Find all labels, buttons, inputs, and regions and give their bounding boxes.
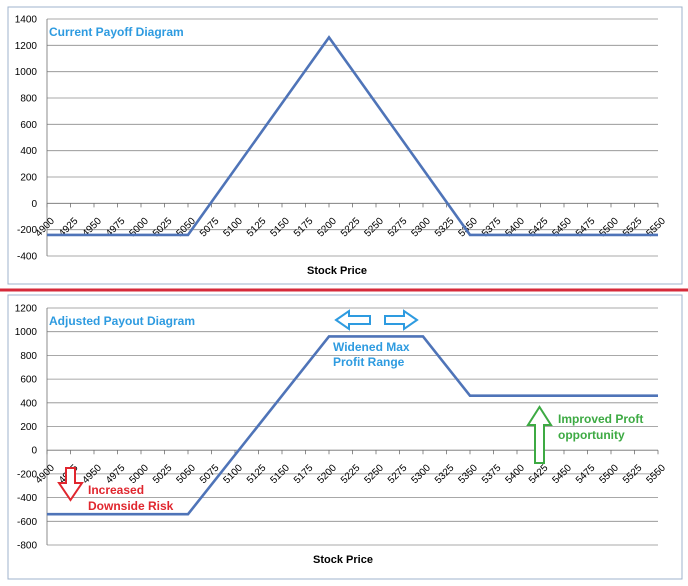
improved-profit-label-line1: Improved Proft [558, 412, 643, 426]
y-tick-label: 600 [20, 120, 37, 131]
y-tick-label: -200 [17, 225, 37, 236]
chart-2-title: Adjusted Payout Diagram [49, 314, 195, 328]
down-arrow-icon [57, 467, 84, 502]
widened-range-arrows [334, 309, 419, 331]
y-tick-label: -600 [17, 517, 37, 528]
up-arrow-icon [526, 405, 553, 464]
y-tick-label: 1000 [15, 327, 38, 338]
y-tick-label: 200 [20, 173, 37, 184]
y-tick-label: -400 [17, 252, 37, 263]
payoff-line [47, 335, 658, 516]
right-arrow-icon [384, 309, 419, 331]
improved-profit-label-line2: opportunity [558, 428, 625, 442]
y-tick-label: 800 [20, 351, 37, 362]
y-tick-label: 1200 [15, 41, 38, 52]
widened-max-label-line1: Widened Max [333, 340, 410, 354]
chart-1-frame [7, 6, 683, 285]
y-tick-label: -400 [17, 493, 37, 504]
chart-1-xlabel: Stock Price [307, 265, 367, 277]
y-tick-label: 600 [20, 375, 37, 386]
y-tick-label: 200 [20, 422, 37, 433]
widened-max-label-line2: Profit Range [333, 355, 405, 369]
y-tick-label: -200 [17, 469, 37, 480]
y-tick-label: -800 [17, 541, 37, 552]
y-tick-label: 400 [20, 398, 37, 409]
y-tick-label: 0 [31, 199, 37, 210]
y-tick-label: 1000 [15, 67, 38, 78]
y-tick-label: 800 [20, 94, 37, 105]
left-arrow-icon [334, 309, 371, 331]
y-tick-label: 400 [20, 146, 37, 157]
y-tick-label: 0 [31, 446, 37, 457]
chart-2-xlabel: Stock Price [313, 554, 373, 566]
downside-risk-label-line1: Increased [88, 483, 144, 497]
payoff-line [47, 35, 658, 237]
y-tick-label: 1200 [15, 304, 38, 315]
chart-1-title: Current Payoff Diagram [49, 25, 184, 39]
y-tick-label: 1400 [15, 15, 38, 26]
chart-2-frame [7, 294, 683, 580]
downside-risk-label-line2: Downside Risk [88, 499, 174, 513]
